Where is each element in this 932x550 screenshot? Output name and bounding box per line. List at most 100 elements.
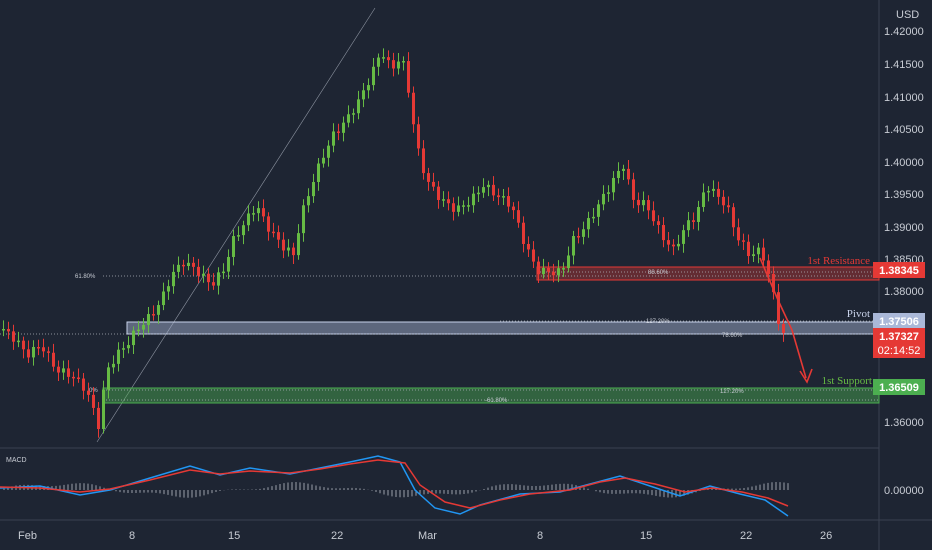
projection-arrow bbox=[759, 257, 807, 379]
candle-body bbox=[217, 272, 220, 286]
candle-body bbox=[82, 378, 85, 391]
candle-body bbox=[207, 273, 210, 283]
price-tick: 1.42000 bbox=[884, 26, 924, 38]
candle-body bbox=[637, 199, 640, 206]
resistance-zone bbox=[536, 266, 880, 281]
candle-body bbox=[272, 231, 275, 234]
candle-body bbox=[37, 346, 40, 349]
candle-body bbox=[687, 220, 690, 231]
candle-body bbox=[7, 328, 10, 332]
candle-body bbox=[777, 292, 780, 324]
candle-body bbox=[12, 331, 15, 342]
candle-body bbox=[507, 196, 510, 207]
fib-trendline bbox=[96, 7, 376, 443]
candle-body bbox=[157, 305, 160, 315]
candle-body bbox=[722, 196, 725, 206]
candle-body bbox=[747, 241, 750, 257]
candle-body bbox=[417, 124, 420, 149]
candle-body bbox=[202, 273, 205, 276]
date-tick: 22 bbox=[331, 530, 343, 542]
macd-label: MACD bbox=[6, 457, 27, 464]
candle-body bbox=[162, 291, 165, 306]
support-label: 1st Support bbox=[822, 375, 872, 387]
countdown: 02:14:52 bbox=[878, 345, 921, 357]
candle-body bbox=[142, 324, 145, 330]
candle-body bbox=[257, 208, 260, 214]
candle-body bbox=[567, 255, 570, 269]
candle-body bbox=[462, 205, 465, 207]
price-tick: 1.36000 bbox=[884, 417, 924, 429]
candle-body bbox=[662, 225, 665, 241]
macd-layer bbox=[0, 455, 789, 517]
pivot-price: 1.37506 bbox=[879, 316, 919, 328]
candle-body bbox=[172, 271, 175, 287]
candle-body bbox=[607, 192, 610, 194]
fib-label: 127.20% bbox=[646, 319, 670, 325]
candle-body bbox=[312, 182, 315, 197]
candle-body bbox=[242, 225, 245, 236]
candle-body bbox=[52, 352, 55, 367]
candle-body bbox=[227, 256, 230, 272]
candle-body bbox=[57, 366, 60, 373]
candle-body bbox=[652, 210, 655, 222]
candle-body bbox=[767, 260, 770, 274]
candle-body bbox=[477, 192, 480, 195]
candle-body bbox=[2, 328, 5, 331]
candle-body bbox=[22, 340, 25, 350]
candle-body bbox=[232, 236, 235, 257]
candle-body bbox=[317, 163, 320, 183]
current-price: 1.37327 bbox=[879, 331, 919, 343]
candle-body bbox=[352, 113, 355, 115]
candle-body bbox=[102, 389, 105, 429]
candle-body bbox=[407, 61, 410, 93]
candle-body bbox=[742, 240, 745, 242]
resistance-badge bbox=[873, 262, 925, 278]
date-tick: 8 bbox=[537, 530, 543, 542]
candle-body bbox=[447, 199, 450, 204]
date-tick: 26 bbox=[820, 530, 832, 542]
candle-body bbox=[187, 262, 190, 266]
candle-body bbox=[382, 57, 385, 59]
candle-body bbox=[682, 230, 685, 244]
candle-body bbox=[762, 247, 765, 261]
candle-body bbox=[727, 205, 730, 208]
candle-body bbox=[672, 244, 675, 247]
candle-body bbox=[397, 61, 400, 69]
candle-body bbox=[122, 348, 125, 350]
candle-body bbox=[197, 266, 200, 276]
candle-body bbox=[67, 368, 70, 377]
candle-body bbox=[77, 377, 80, 379]
candle-body bbox=[497, 195, 500, 198]
candle-body bbox=[707, 190, 710, 193]
candle-body bbox=[192, 262, 195, 267]
candle-body bbox=[622, 168, 625, 171]
candle-body bbox=[112, 363, 115, 368]
candle-body bbox=[287, 247, 290, 251]
candle-body bbox=[42, 347, 45, 352]
candle-body bbox=[552, 271, 555, 276]
candle-body bbox=[647, 200, 650, 211]
candle-body bbox=[517, 210, 520, 223]
candle-body bbox=[377, 57, 380, 67]
date-tick: Feb bbox=[18, 530, 37, 542]
candle-body bbox=[502, 196, 505, 198]
candle-body bbox=[117, 349, 120, 364]
candle-body bbox=[137, 329, 140, 332]
candle-body bbox=[577, 236, 580, 238]
candle-body bbox=[372, 66, 375, 86]
candle-body bbox=[302, 205, 305, 234]
candle-body bbox=[772, 273, 775, 293]
candle-body bbox=[467, 205, 470, 207]
candle-body bbox=[127, 345, 130, 349]
price-tick: 1.40500 bbox=[884, 124, 924, 136]
candle-body bbox=[327, 145, 330, 158]
candle-body bbox=[602, 193, 605, 205]
candle-body bbox=[752, 254, 755, 257]
candle-body bbox=[27, 349, 30, 358]
candle-body bbox=[782, 323, 785, 334]
candle-body bbox=[562, 268, 565, 270]
price-tick: 1.38000 bbox=[884, 286, 924, 298]
candle-body bbox=[182, 264, 185, 267]
candle-body bbox=[72, 376, 75, 379]
